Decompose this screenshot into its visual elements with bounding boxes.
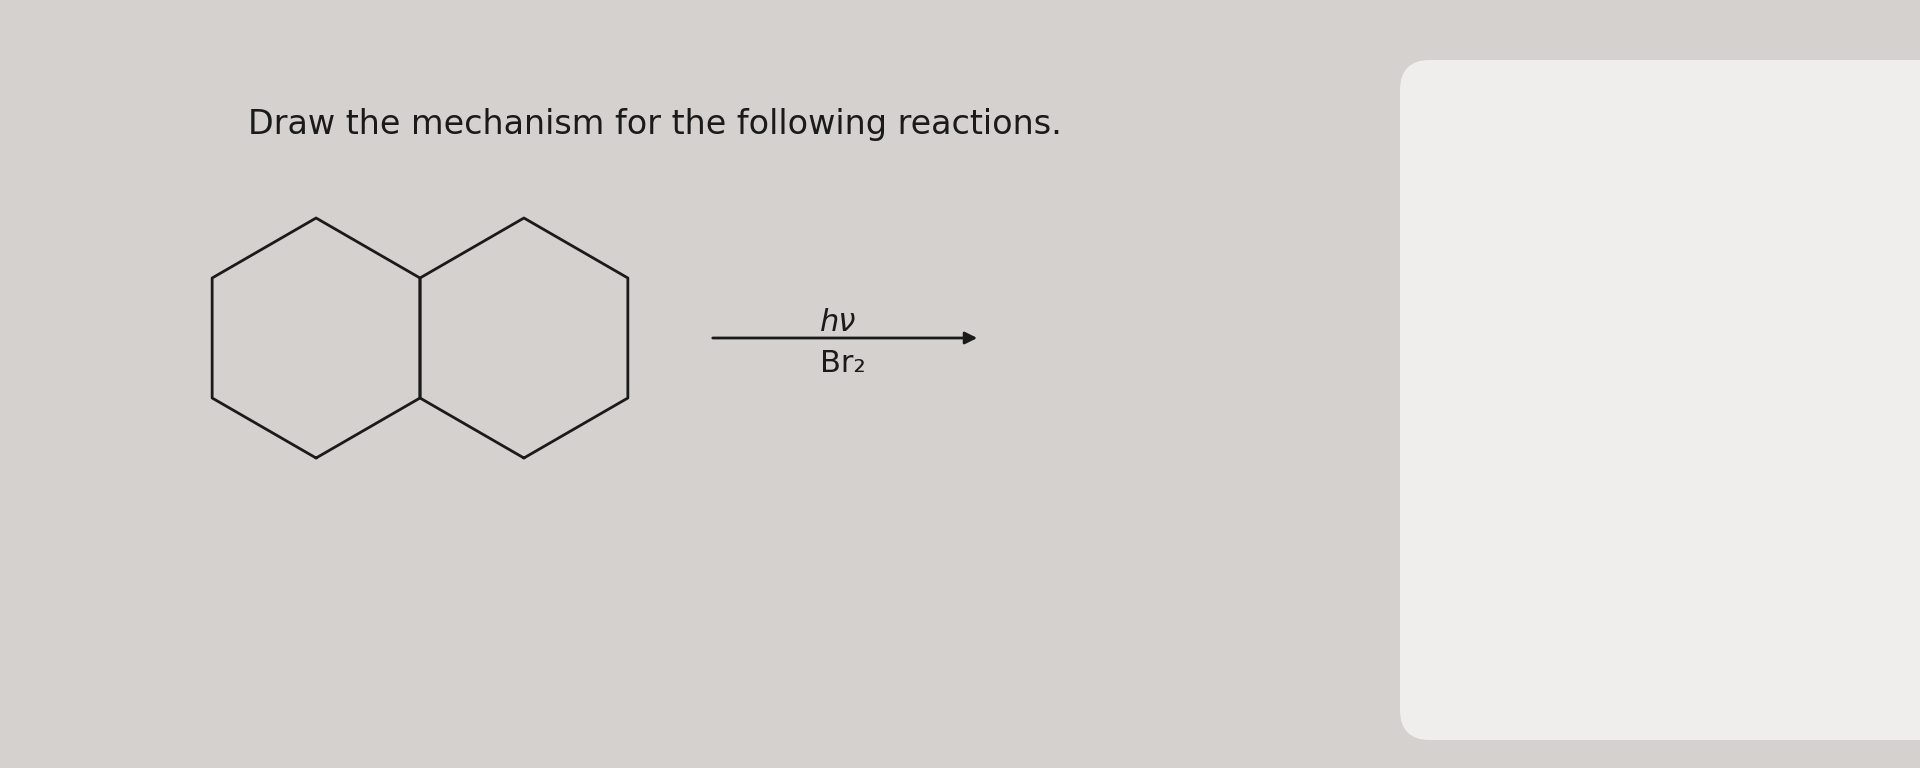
Text: Draw the mechanism for the following reactions.: Draw the mechanism for the following rea… [248,108,1062,141]
Text: Br₂: Br₂ [820,349,866,378]
Text: hν: hν [820,308,856,337]
FancyBboxPatch shape [1400,60,1920,740]
